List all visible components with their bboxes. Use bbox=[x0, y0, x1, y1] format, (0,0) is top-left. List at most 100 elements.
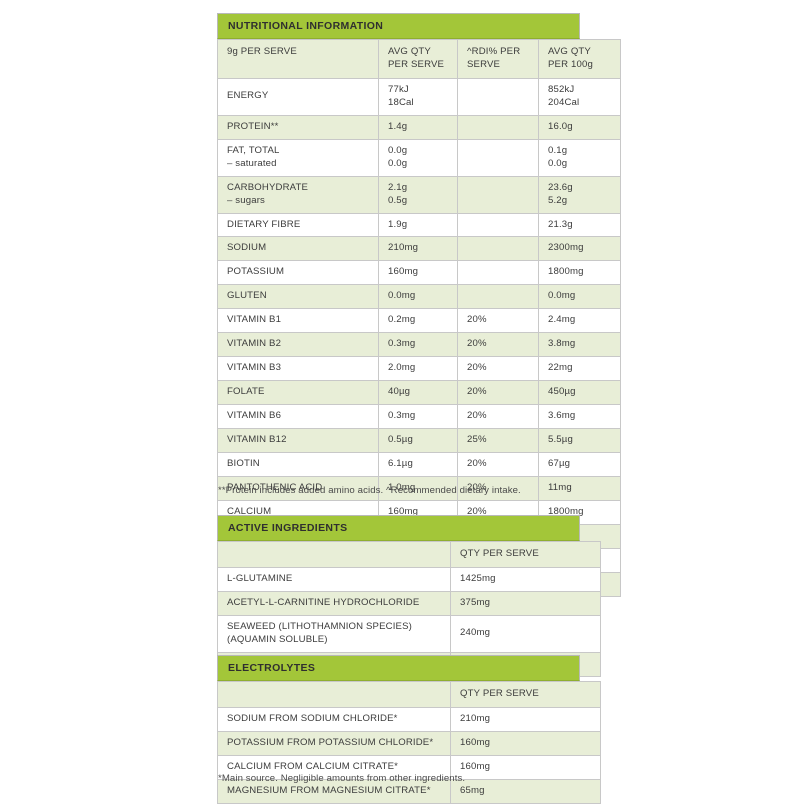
nutrient-per-100g: 0.1g 0.0g bbox=[538, 138, 621, 177]
nutrient-rdi-percent bbox=[457, 138, 539, 177]
active-ingredient-col-header-qty-line1: QTY PER SERVE bbox=[460, 548, 539, 560]
nutrient-name-line1: GLUTEN bbox=[227, 290, 267, 302]
nutrient-rdi-percent-line1: 20% bbox=[467, 362, 487, 374]
nutrient-rdi-percent: 25% bbox=[457, 427, 539, 453]
nutrient-per-serve-line1: 0.5µg bbox=[388, 433, 413, 445]
nutrient-rdi-percent bbox=[457, 284, 539, 310]
active-ingredient-qty-line1: 375mg bbox=[460, 596, 491, 608]
nutrient-rdi-percent bbox=[457, 77, 539, 116]
nutrient-per-100g: 3.8mg bbox=[538, 332, 621, 358]
electrolytes-panel: ELECTROLYTES QTY PER SERVE SODIUM FROM SO… bbox=[217, 655, 601, 804]
electrolyte-qty-line1: 210mg bbox=[460, 713, 491, 724]
table-row: ENERGY 77kJ 18Cal 852kJ 204Cal bbox=[217, 77, 621, 116]
nutrient-per-serve: 0.0g 0.0g bbox=[378, 138, 458, 177]
active-ingredient-name-line2: (AQUAMIN SOLUBLE) bbox=[227, 633, 328, 645]
table-row: POTASSIUM FROM POTASSIUM CHLORIDE* 160mg bbox=[217, 730, 601, 756]
table-row: FOLATE 40µg 20% 450µg bbox=[217, 380, 621, 405]
nutrient-per-100g-line1: 11mg bbox=[548, 481, 572, 493]
table-row: BIOTIN 6.1µg 20% 67µg bbox=[217, 451, 621, 477]
nutrient-per-100g-line1: 1800mg bbox=[548, 266, 584, 278]
nutrition-col-header-avg-qty-per-serve: AVG QTY PER SERVE bbox=[378, 39, 458, 79]
table-row: VITAMIN B3 2.0mg 20% 22mg bbox=[217, 356, 621, 382]
nutrient-name: VITAMIN B6 bbox=[217, 404, 379, 429]
nutrient-per-serve-line2: 0.0g bbox=[388, 157, 408, 169]
nutrient-per-100g-line1: 2300mg bbox=[548, 242, 584, 254]
nutrient-name: SODIUM bbox=[217, 236, 379, 262]
nutrient-rdi-percent: 20% bbox=[457, 451, 539, 477]
nutrient-name-line1: VITAMIN B6 bbox=[227, 410, 282, 421]
nutrient-name-line1: FAT, TOTAL bbox=[227, 144, 280, 156]
table-row: SODIUM FROM SODIUM CHLORIDE* 210mg bbox=[217, 707, 601, 732]
nutrient-per-serve-line1: 77kJ bbox=[388, 83, 409, 95]
nutrient-per-serve: 6.1µg bbox=[378, 451, 458, 477]
nutrient-per-100g: 2300mg bbox=[538, 236, 621, 262]
electrolyte-name-line1: MAGNESIUM FROM MAGNESIUM CITRATE* bbox=[227, 784, 431, 796]
nutrient-per-100g-line2: 5.2g bbox=[548, 194, 568, 206]
electrolyte-name-line1: CALCIUM FROM CALCIUM CITRATE* bbox=[227, 760, 399, 772]
nutrient-per-100g: 852kJ 204Cal bbox=[538, 77, 621, 116]
table-row: VITAMIN B1 0.2mg 20% 2.4mg bbox=[217, 308, 621, 334]
nutrient-per-100g: 22mg bbox=[538, 356, 621, 382]
nutrient-name: VITAMIN B2 bbox=[217, 332, 379, 358]
active-ingredient-header-row: QTY PER SERVE bbox=[217, 541, 601, 568]
nutrient-per-100g: 21.3g bbox=[538, 212, 621, 238]
nutrient-per-100g-line1: 23.6g bbox=[548, 181, 573, 193]
nutrition-col-header-name: 9g PER SERVE bbox=[217, 39, 379, 79]
electrolyte-qty-line1: 160mg bbox=[460, 760, 491, 772]
table-row: VITAMIN B12 0.5µg 25% 5.5µg bbox=[217, 427, 621, 453]
nutrient-per-serve: 0.5µg bbox=[378, 427, 458, 453]
nutrient-per-serve-line1: 1.0mg bbox=[388, 481, 416, 493]
nutrient-per-serve: 0.2mg bbox=[378, 308, 458, 334]
nutrient-rdi-percent: 20% bbox=[457, 308, 539, 334]
active-ingredient-col-header-qty: QTY PER SERVE bbox=[450, 541, 601, 568]
nutrient-per-serve-line1: 0.0mg bbox=[388, 290, 416, 302]
electrolyte-name: POTASSIUM FROM POTASSIUM CHLORIDE* bbox=[217, 730, 451, 756]
nutritional-information-panel: NUTRITIONAL INFORMATION 9g PER SERVE AVG … bbox=[217, 13, 621, 597]
electrolyte-name-line1: POTASSIUM FROM POTASSIUM CHLORIDE* bbox=[227, 736, 434, 748]
active-ingredient-qty: 375mg bbox=[450, 590, 601, 616]
nutrient-name: VITAMIN B3 bbox=[217, 356, 379, 382]
nutrient-per-100g-line2: 204Cal bbox=[548, 96, 580, 108]
nutrient-rdi-percent-line1: 20% bbox=[467, 338, 487, 350]
nutrient-name: POTASSIUM bbox=[217, 260, 379, 286]
electrolyte-col-header-qty: QTY PER SERVE bbox=[450, 681, 601, 708]
nutrition-col-header-avg-qty-per-100g: AVG QTY PER 100g bbox=[538, 39, 621, 79]
nutrient-per-serve-line1: 1.9g bbox=[388, 218, 408, 230]
electrolyte-qty: 210mg bbox=[450, 707, 601, 732]
nutrient-name-line2: – sugars bbox=[227, 194, 265, 206]
nutrition-footnote: **Protein includes added amino acids. ^R… bbox=[218, 485, 521, 496]
nutrient-name: CARBOHYDRATE – sugars bbox=[217, 175, 379, 214]
nutritional-information-title: NUTRITIONAL INFORMATION bbox=[217, 13, 580, 40]
table-row: VITAMIN B2 0.3mg 20% 3.8mg bbox=[217, 332, 621, 358]
nutrient-rdi-percent-line1: 25% bbox=[467, 433, 487, 445]
nutritional-information-table: 9g PER SERVE AVG QTY PER SERVE ^RDI% PER SER… bbox=[217, 39, 621, 597]
electrolyte-qty-line1: 65mg bbox=[460, 784, 485, 796]
nutrient-per-serve: 0.3mg bbox=[378, 332, 458, 358]
nutrient-per-serve-line1: 0.0g bbox=[388, 144, 408, 156]
active-ingredient-qty: 1425mg bbox=[450, 567, 601, 592]
nutrient-per-serve-line1: 1.4g bbox=[388, 120, 408, 132]
nutrient-rdi-percent: 20% bbox=[457, 404, 539, 429]
nutrient-name: PANTOTHENIC ACID bbox=[217, 475, 379, 501]
table-row: DIETARY FIBRE 1.9g 21.3g bbox=[217, 212, 621, 238]
nutrient-per-100g-line1: 5.5µg bbox=[548, 433, 573, 445]
nutrient-name-line1: DIETARY FIBRE bbox=[227, 218, 301, 230]
nutrient-per-serve: 160mg bbox=[378, 260, 458, 286]
electrolyte-col-header-qty-line1: QTY PER SERVE bbox=[460, 688, 539, 700]
nutrient-rdi-percent-line1: 20% bbox=[467, 410, 487, 421]
nutrition-col-header-avg-qty-per-serve-line1: AVG QTY bbox=[388, 46, 431, 58]
active-ingredient-name: ACETYL-L-CARNITINE HYDROCHLORIDE bbox=[217, 590, 451, 616]
nutrient-name-line1: VITAMIN B1 bbox=[227, 314, 282, 326]
table-row: CALCIUM FROM CALCIUM CITRATE* 160mg bbox=[217, 754, 601, 780]
electrolyte-qty-line1: 160mg bbox=[460, 736, 491, 748]
active-ingredient-name-line1: SEAWEED (LITHOTHAMNION SPECIES) bbox=[227, 620, 412, 632]
nutrient-per-100g-line1: 3.8mg bbox=[548, 338, 576, 350]
nutrient-rdi-percent-line1: 20% bbox=[467, 505, 487, 517]
nutrient-per-100g: 23.6g 5.2g bbox=[538, 175, 621, 214]
table-row: SEAWEED (LITHOTHAMNION SPECIES) (AQUAMIN … bbox=[217, 614, 601, 653]
nutrient-per-100g: 67µg bbox=[538, 451, 621, 477]
nutrient-name: DIETARY FIBRE bbox=[217, 212, 379, 238]
nutrient-per-serve-line1: 2.1g bbox=[388, 181, 408, 193]
nutrient-per-100g: 450µg bbox=[538, 380, 621, 405]
nutrient-per-100g: 5.5µg bbox=[538, 427, 621, 453]
